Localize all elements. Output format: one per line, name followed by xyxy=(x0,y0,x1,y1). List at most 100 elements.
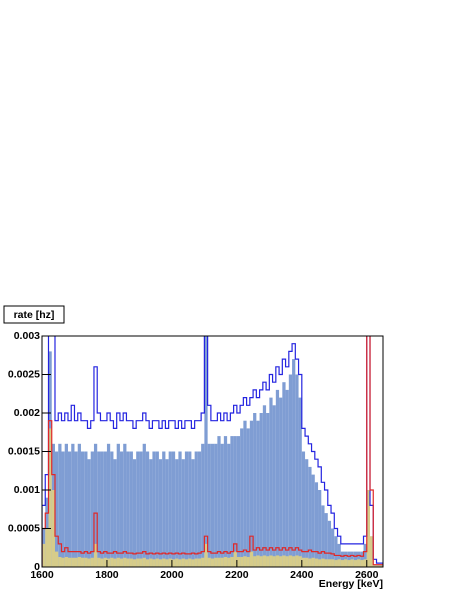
histogram-bar xyxy=(262,555,267,567)
histogram-bar xyxy=(230,556,234,567)
histogram-bar xyxy=(269,397,273,567)
histogram-bar xyxy=(272,405,276,567)
histogram-bar xyxy=(178,559,182,567)
histogram-bar xyxy=(285,389,289,567)
x-axis-label: Energy [keV] xyxy=(319,578,383,590)
histogram-bar xyxy=(246,428,250,567)
histogram-bar xyxy=(126,451,130,567)
histogram-bar xyxy=(321,505,325,567)
histogram-bar xyxy=(64,556,68,567)
histogram-bar xyxy=(324,559,328,567)
histogram-bar xyxy=(340,551,345,567)
histogram-bar xyxy=(262,405,267,567)
histogram-bar xyxy=(311,557,315,567)
histogram-line xyxy=(42,336,383,567)
histogram-bar xyxy=(58,443,62,567)
histogram-bar xyxy=(87,558,91,567)
histogram-bar xyxy=(74,557,78,567)
histogram-bar xyxy=(243,556,247,567)
histogram-bar xyxy=(116,443,120,567)
histogram-bar xyxy=(74,451,78,567)
histogram-bar xyxy=(93,543,98,567)
histogram-bar xyxy=(321,558,325,567)
histogram-bar xyxy=(61,557,65,567)
y-tick-label: 0.0005 xyxy=(8,522,40,534)
histogram-bar xyxy=(305,557,309,567)
histogram-bar xyxy=(181,459,185,567)
histogram-bar xyxy=(142,443,146,567)
histogram-bar xyxy=(116,557,120,567)
histogram-bar xyxy=(266,413,270,567)
axes: 0 0.0005 0.001 0.0015 0.002 0.0025 0.003 1600 18… xyxy=(8,330,384,581)
histogram-bar xyxy=(282,555,286,567)
y-tick-label: 0.002 xyxy=(14,407,40,419)
histogram-bar xyxy=(90,557,94,567)
histogram-bar xyxy=(207,443,211,567)
histogram-bar xyxy=(201,443,205,567)
histogram-bar xyxy=(227,443,231,567)
histogram-bar xyxy=(48,428,52,567)
histogram-bar xyxy=(103,557,107,567)
histogram-bar xyxy=(80,451,85,567)
histogram-bar xyxy=(165,459,169,567)
histogram-bar xyxy=(110,451,114,567)
histogram-bar xyxy=(90,451,94,567)
histogram-bar xyxy=(184,559,189,567)
histogram-bar xyxy=(71,557,75,567)
histogram-bar xyxy=(152,451,156,567)
histogram-bar xyxy=(197,558,202,567)
histogram-bar xyxy=(249,551,254,567)
histogram-bar xyxy=(347,560,351,567)
histogram-bar xyxy=(340,560,345,567)
histogram-bar xyxy=(327,520,332,567)
histogram-bar xyxy=(54,451,59,567)
histogram-bar xyxy=(113,459,117,567)
histogram-bar xyxy=(188,558,192,567)
histogram-bar xyxy=(119,451,124,567)
histogram-bar xyxy=(64,443,68,567)
histogram-bar xyxy=(308,558,312,567)
histogram-bar xyxy=(301,557,306,567)
histogram-bar xyxy=(275,555,280,567)
histogram-bar xyxy=(350,559,354,567)
histogram-bar xyxy=(155,558,159,567)
histogram-bar xyxy=(217,557,221,567)
histogram-bar xyxy=(77,443,81,567)
histogram-bar xyxy=(347,551,351,567)
histogram-bar xyxy=(379,565,383,567)
histogram-bar xyxy=(61,451,65,567)
histogram-bar xyxy=(204,336,208,567)
histogram-bar xyxy=(191,559,195,567)
histogram-bar xyxy=(136,451,140,567)
histogram-bar xyxy=(51,490,55,567)
histogram-bar xyxy=(331,559,335,567)
x-tick-label: 1800 xyxy=(95,569,119,581)
histogram-bar xyxy=(298,397,302,567)
histogram-bar xyxy=(308,466,312,567)
histogram-bar xyxy=(207,557,211,567)
histogram-bar xyxy=(132,559,137,567)
histogram-bar xyxy=(295,555,299,567)
histogram-bar xyxy=(292,556,296,567)
histogram-bar xyxy=(168,558,172,567)
histogram-bar xyxy=(253,413,257,567)
histogram-bar xyxy=(106,558,111,567)
histogram-bar xyxy=(363,543,367,567)
y-tick-label: 0.001 xyxy=(14,484,40,496)
histogram-bar xyxy=(223,556,228,567)
histogram-bar xyxy=(249,420,254,567)
histogram-bar xyxy=(201,557,205,567)
histogram-bar xyxy=(272,556,276,567)
histogram-bar xyxy=(266,556,270,567)
histogram-bar xyxy=(165,559,169,567)
histogram-bar xyxy=(288,374,293,567)
histogram-bar xyxy=(259,413,263,567)
histogram-bar xyxy=(139,558,143,567)
histogram-bar xyxy=(194,558,198,567)
histogram-bar xyxy=(129,451,133,567)
y-axis-label: rate [hz] xyxy=(14,309,55,321)
histogram-bar xyxy=(279,556,283,567)
histogram-bar xyxy=(97,557,101,567)
histogram-bar xyxy=(171,451,176,567)
histogram-bar xyxy=(158,459,163,567)
